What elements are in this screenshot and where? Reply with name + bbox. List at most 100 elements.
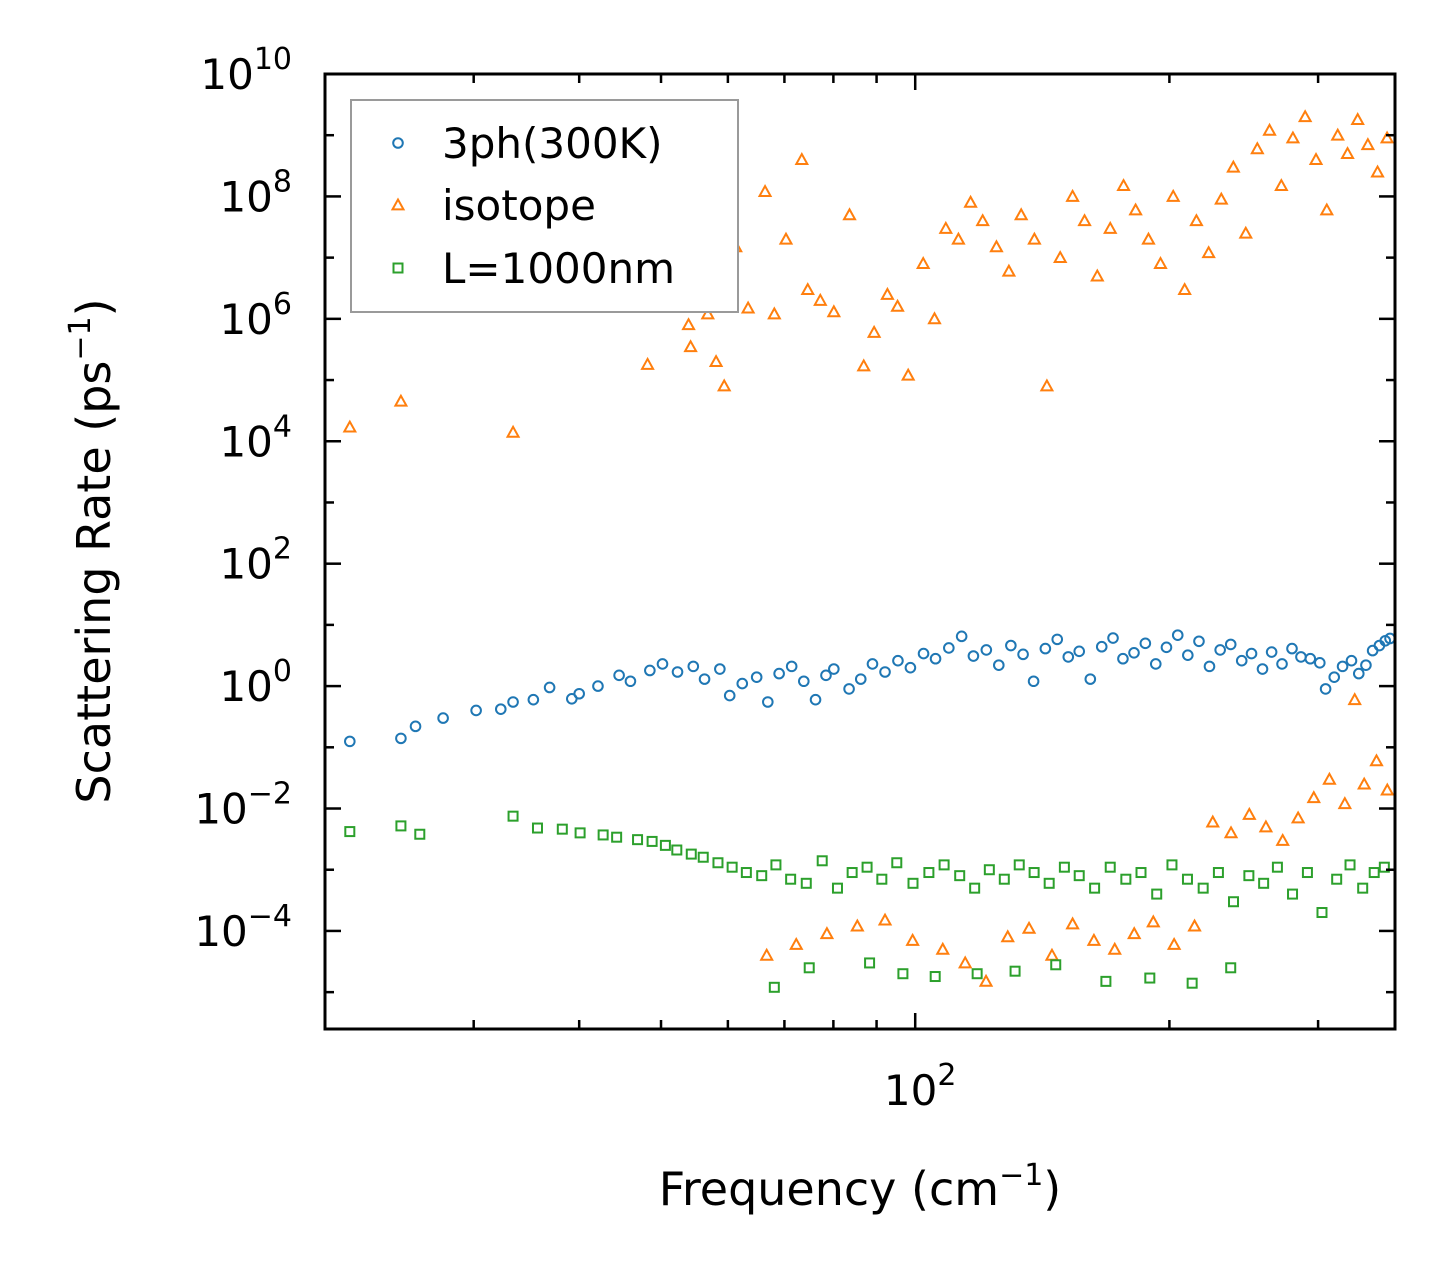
legend-triangle-icon bbox=[390, 197, 406, 211]
data-point-0-54 bbox=[1128, 646, 1140, 659]
data-point-1-21 bbox=[866, 324, 882, 338]
data-point-2-56 bbox=[1331, 873, 1343, 885]
data-point-1-81 bbox=[1146, 914, 1161, 928]
data-point-0-24 bbox=[773, 667, 785, 680]
data-point-0-7 bbox=[527, 693, 540, 706]
series-square-points bbox=[344, 810, 1390, 993]
legend-label: 3ph(300K) bbox=[442, 119, 662, 168]
data-point-1-23 bbox=[890, 298, 905, 312]
data-point-2-17 bbox=[740, 867, 752, 879]
data-point-1-54 bbox=[1274, 178, 1289, 192]
axis-tick-labels: 10−4 10−2 100 102 104 106 108 1010 102 bbox=[194, 42, 956, 1115]
data-point-0-13 bbox=[624, 675, 637, 688]
data-point-2-23 bbox=[831, 882, 843, 894]
data-point-2-18 bbox=[756, 870, 768, 882]
data-point-0-71 bbox=[1304, 652, 1317, 665]
data-point-2-24 bbox=[846, 867, 858, 879]
data-point-1-32 bbox=[1001, 263, 1017, 277]
data-point-0-38 bbox=[943, 642, 955, 654]
data-point-2-43 bbox=[1135, 867, 1147, 879]
data-point-0-25 bbox=[785, 660, 798, 673]
data-point-1-7 bbox=[708, 354, 724, 368]
data-point-1-96 bbox=[1380, 782, 1395, 796]
data-point-1-57 bbox=[1308, 152, 1324, 165]
data-point-1-50 bbox=[1226, 159, 1241, 173]
data-point-2-2 bbox=[414, 828, 426, 840]
data-point-0-6 bbox=[507, 696, 519, 708]
data-point-0-29 bbox=[828, 663, 840, 675]
data-point-2-5 bbox=[556, 823, 568, 835]
data-point-2-71 bbox=[1186, 977, 1198, 989]
data-point-1-49 bbox=[1214, 191, 1229, 205]
data-point-1-71 bbox=[935, 941, 950, 955]
data-point-0-14 bbox=[644, 664, 656, 677]
data-point-2-8 bbox=[611, 831, 623, 843]
data-point-0-60 bbox=[1193, 635, 1205, 648]
data-point-2-40 bbox=[1089, 882, 1101, 894]
data-point-2-33 bbox=[983, 864, 995, 876]
legend-entry: isotope bbox=[390, 181, 596, 230]
data-point-0-47 bbox=[1051, 633, 1064, 646]
data-point-2-16 bbox=[726, 861, 738, 873]
data-point-0-31 bbox=[854, 673, 867, 685]
data-point-0-27 bbox=[809, 693, 822, 706]
data-point-0-56 bbox=[1149, 658, 1162, 670]
data-point-2-31 bbox=[954, 870, 966, 882]
data-point-0-35 bbox=[904, 661, 917, 674]
data-point-1-39 bbox=[1090, 268, 1105, 282]
data-point-0-67 bbox=[1265, 646, 1278, 658]
data-point-2-52 bbox=[1271, 861, 1283, 873]
data-point-0-4 bbox=[470, 704, 482, 717]
data-point-1-38 bbox=[1077, 213, 1092, 227]
data-point-2-42 bbox=[1120, 873, 1132, 885]
data-point-1-88 bbox=[1275, 832, 1290, 846]
data-point-0-74 bbox=[1328, 671, 1341, 683]
data-point-2-20 bbox=[785, 873, 797, 885]
data-point-1-14 bbox=[778, 231, 794, 245]
data-point-0-66 bbox=[1256, 663, 1269, 675]
data-point-1-45 bbox=[1166, 188, 1181, 202]
data-point-2-35 bbox=[1013, 859, 1025, 871]
data-point-0-57 bbox=[1160, 641, 1173, 654]
legend-label: L=1000nm bbox=[442, 244, 675, 293]
data-point-0-1 bbox=[395, 732, 407, 745]
data-point-1-94 bbox=[1357, 776, 1372, 790]
data-point-2-14 bbox=[697, 851, 709, 863]
data-point-2-61 bbox=[768, 981, 780, 993]
x-axis-title: Frequency (cm−1) bbox=[659, 1158, 1062, 1216]
data-point-1-15 bbox=[794, 152, 810, 165]
data-point-1-17 bbox=[813, 292, 828, 306]
data-point-0-36 bbox=[917, 647, 930, 660]
data-point-0-59 bbox=[1182, 649, 1194, 661]
data-point-0-2 bbox=[409, 720, 422, 733]
data-point-2-13 bbox=[685, 848, 697, 860]
data-point-0-46 bbox=[1039, 642, 1052, 655]
data-point-0-58 bbox=[1171, 629, 1184, 641]
legend-box bbox=[350, 99, 739, 313]
data-point-1-35 bbox=[1039, 378, 1055, 392]
data-point-0-51 bbox=[1095, 640, 1108, 653]
data-point-0-73 bbox=[1319, 683, 1332, 695]
data-point-1-1 bbox=[393, 393, 409, 407]
data-point-1-66 bbox=[789, 936, 804, 950]
data-point-1-76 bbox=[1044, 947, 1060, 961]
data-point-2-26 bbox=[876, 873, 888, 885]
data-point-2-53 bbox=[1287, 888, 1299, 900]
y-tick-label: 100 bbox=[219, 654, 292, 711]
data-point-0-23 bbox=[762, 696, 774, 708]
data-point-1-46 bbox=[1177, 282, 1192, 296]
x-tick-label: 102 bbox=[884, 1058, 957, 1115]
data-point-2-37 bbox=[1043, 877, 1055, 889]
data-point-1-89 bbox=[1290, 810, 1306, 824]
data-point-1-80 bbox=[1127, 926, 1142, 940]
data-point-2-34 bbox=[998, 873, 1010, 885]
data-point-0-10 bbox=[573, 687, 585, 700]
data-point-2-65 bbox=[929, 971, 941, 983]
data-point-0-33 bbox=[879, 666, 891, 678]
data-point-1-44 bbox=[1153, 256, 1168, 269]
data-point-1-16 bbox=[800, 282, 815, 296]
data-point-1-6 bbox=[700, 306, 715, 320]
data-point-0-30 bbox=[843, 683, 855, 695]
data-point-1-52 bbox=[1250, 141, 1265, 155]
